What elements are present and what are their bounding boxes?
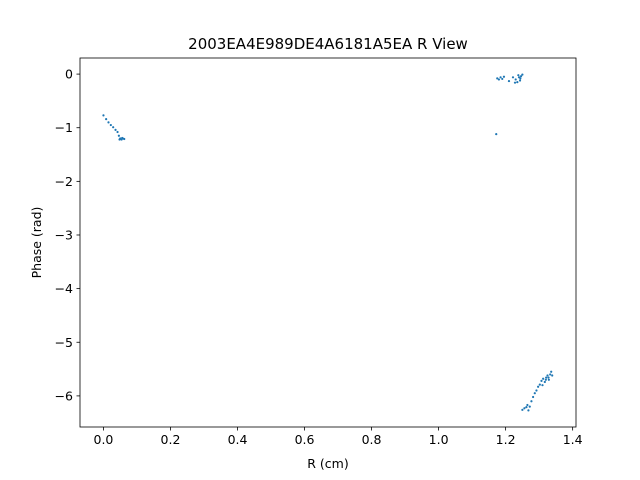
data-point [517, 74, 520, 77]
data-point [525, 406, 528, 409]
data-point [551, 374, 554, 377]
x-tick-label: 1.4 [563, 432, 583, 447]
data-point [118, 138, 121, 141]
data-point [497, 78, 501, 81]
plot-frame [79, 57, 577, 428]
data-point [496, 77, 499, 80]
data-point [114, 128, 117, 131]
data-point [107, 121, 110, 124]
x-tick-label: 0.0 [94, 432, 114, 447]
y-tick-label: −4 [55, 281, 73, 296]
data-point [547, 376, 550, 379]
data-point [532, 395, 535, 399]
data-point [543, 380, 546, 384]
data-point [117, 134, 120, 137]
x-axis-ticks: 0.0 0.2 0.4 0.6 0.8 1.0 1.2 1.4 [94, 427, 583, 447]
data-point [545, 376, 548, 379]
data-point [519, 75, 523, 78]
data-point [523, 407, 526, 410]
data-point [528, 405, 531, 408]
x-axis-label: R (cm) [307, 456, 348, 471]
data-point [116, 130, 119, 134]
x-tick-label: 0.4 [228, 432, 248, 447]
data-point [499, 76, 502, 79]
data-point [540, 379, 543, 382]
data-point [538, 383, 541, 386]
x-tick-label: 0.6 [295, 432, 315, 447]
data-point [514, 78, 517, 81]
y-tick-label: −2 [55, 174, 73, 189]
y-tick-label: −6 [55, 388, 73, 403]
data-point [511, 76, 515, 79]
y-axis-ticks: 0 −1 −2 −3 −4 −5 −6 [55, 67, 80, 403]
data-point [547, 378, 550, 381]
x-tick-label: 1.2 [496, 432, 516, 447]
data-point [530, 400, 533, 403]
data-point [544, 378, 547, 381]
data-point [519, 77, 522, 80]
x-tick-label: 1.0 [429, 432, 449, 447]
data-point [513, 81, 517, 84]
data-point [550, 370, 553, 373]
data-point [121, 136, 124, 140]
data-point [535, 389, 538, 392]
data-point [521, 73, 524, 76]
data-point [541, 384, 544, 387]
y-tick-label: −1 [55, 120, 73, 135]
data-point [502, 75, 506, 78]
y-tick-label: 0 [65, 67, 73, 82]
data-point [537, 385, 540, 388]
data-point [495, 133, 498, 136]
y-tick-label: −5 [55, 335, 73, 350]
data-point [521, 408, 524, 411]
data-point [542, 377, 545, 380]
data-point [102, 114, 105, 117]
y-axis-label: Phase (rad) [29, 207, 44, 279]
data-point [105, 118, 108, 121]
data-point [549, 373, 552, 376]
chart-title: 2003EA4E989DE4A6181A5EA R View [188, 35, 468, 53]
data-point [526, 403, 529, 407]
y-tick-label: −3 [55, 227, 73, 242]
data-point [533, 392, 536, 395]
data-point [527, 409, 530, 412]
data-point [546, 374, 549, 377]
data-point [516, 81, 519, 84]
data-point [501, 77, 504, 81]
data-point [109, 123, 112, 127]
x-tick-label: 0.8 [362, 432, 382, 447]
data-point [123, 137, 126, 141]
data-points [102, 73, 554, 412]
data-point [507, 79, 511, 83]
x-tick-label: 0.2 [161, 432, 181, 447]
data-point [518, 79, 522, 82]
data-point [112, 126, 115, 129]
